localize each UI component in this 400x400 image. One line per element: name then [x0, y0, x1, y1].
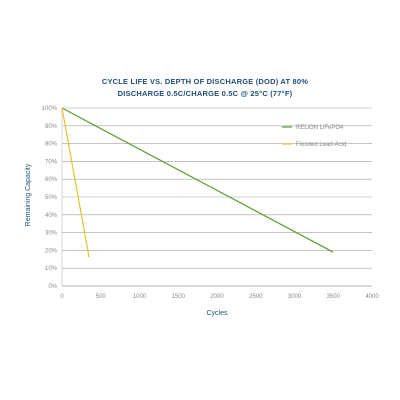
series-line-0 [61, 107, 334, 253]
x-tick-label-5: 2500 [249, 294, 263, 300]
chart-subtitle: DISCHARGE 0.5C/CHARGE 0.5C @ 25°C (77°F) [118, 89, 293, 98]
y-tick-label-1: 10% [45, 266, 58, 272]
y-axis-label: Remaining Capacity [25, 163, 32, 226]
y-tick-label-9: 90% [45, 124, 58, 130]
chart-title: CYCLE LIFE VS. DEPTH OF DISCHARGE (DOD) … [102, 77, 308, 86]
series-lines [61, 107, 334, 258]
y-tick-label-6: 60% [45, 177, 58, 183]
y-tick-label-3: 30% [45, 231, 58, 237]
x-axis-label: Cycles [206, 310, 228, 317]
x-tick-label-7: 3500 [327, 294, 341, 300]
x-tick-labels: 0 500 1000 1500 2000 2500 3000 3500 4000 [60, 294, 379, 300]
x-tick-label-1: 500 [96, 294, 107, 300]
x-tick-label-2: 1000 [133, 294, 147, 300]
series-line-1 [61, 107, 90, 258]
y-tick-label-7: 70% [45, 159, 58, 165]
x-tick-label-3: 1500 [172, 294, 186, 300]
legend-label-1: Flooded Lead-Acid [296, 142, 346, 148]
y-tick-label-10: 100% [42, 106, 58, 112]
y-tick-label-2: 20% [45, 248, 58, 254]
y-tick-label-5: 50% [45, 195, 58, 201]
x-tick-label-0: 0 [60, 294, 64, 300]
y-tick-label-4: 40% [45, 213, 58, 219]
legend-label-0: RELiON LiFePO4 [296, 125, 344, 131]
legend: RELiON LiFePO4 Flooded Lead-Acid [282, 125, 346, 148]
x-tick-label-4: 2000 [210, 294, 224, 300]
y-tick-label-0: 0% [48, 284, 57, 290]
x-tick-label-8: 4000 [365, 294, 379, 300]
gridlines [61, 107, 372, 287]
y-tick-labels: 0% 10% 20% 30% 40% 50% 60% 70% 80% 90% 100% [42, 106, 58, 290]
x-tick-label-6: 3000 [288, 294, 302, 300]
y-tick-label-8: 80% [45, 142, 58, 148]
